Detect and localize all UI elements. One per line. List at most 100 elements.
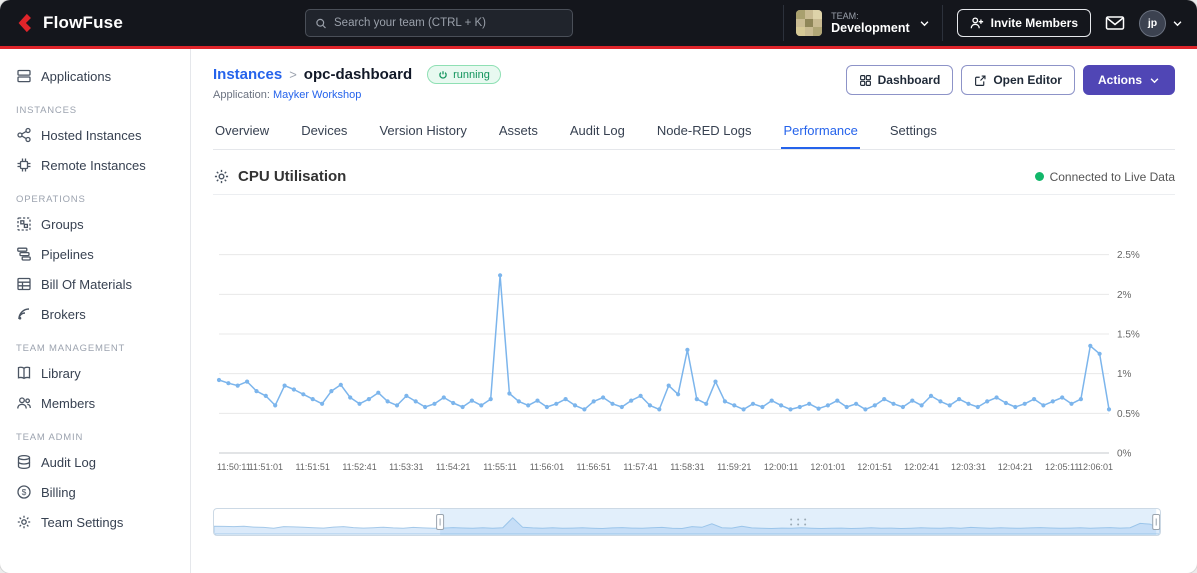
power-icon	[439, 70, 447, 79]
sidebar-item-bill-of-materials[interactable]: Bill Of Materials	[0, 269, 190, 299]
envelope-icon	[1105, 16, 1125, 30]
invite-members-button[interactable]: Invite Members	[956, 9, 1091, 37]
svg-text:$: $	[22, 487, 27, 497]
actions-button[interactable]: Actions	[1082, 65, 1175, 95]
cpu-chart-area: 0% 0.5% 1% 1.5% 2% 2.5% 11:50:11 11:51:01 11:51:…	[213, 201, 1175, 536]
svg-text:12:01:01: 12:01:01	[810, 462, 845, 472]
sidebar-section-team-admin: TEAM ADMIN	[16, 432, 84, 443]
bill-of-materials-icon	[17, 277, 31, 291]
tab-version-history[interactable]: Version History	[379, 123, 467, 138]
sidebar-item-members[interactable]: Members	[0, 388, 190, 418]
team-selector[interactable]: TEAM: Development	[783, 5, 943, 41]
sidebar-item-applications[interactable]: Applications	[0, 61, 190, 91]
svg-text:0%: 0%	[1117, 449, 1132, 460]
dashboard-icon	[859, 74, 871, 86]
gear-icon	[17, 515, 31, 529]
sidebar-item-label: Library	[41, 365, 81, 381]
svg-text:12:06:01: 12:06:01	[1078, 462, 1113, 472]
svg-text:11:52:41: 11:52:41	[342, 462, 376, 472]
svg-text:12:00:11: 12:00:11	[764, 462, 798, 472]
chart-header: CPU Utilisation Connected to Live Data	[213, 168, 1175, 195]
tab-devices[interactable]: Devices	[301, 123, 348, 138]
live-status-label: Connected to Live Data	[1049, 169, 1175, 184]
main-content: Instances > opc-dashboard running Applic…	[191, 49, 1197, 573]
svg-text:1.5%: 1.5%	[1117, 330, 1140, 341]
svg-text:11:56:01: 11:56:01	[530, 462, 564, 472]
svg-text:11:51:51: 11:51:51	[295, 462, 329, 472]
svg-text:2.5%: 2.5%	[1117, 250, 1140, 261]
tab-performance[interactable]: Performance	[781, 117, 860, 149]
library-icon	[17, 366, 31, 380]
sidebar: Applications INSTANCES Hosted Instances …	[0, 49, 191, 573]
user-menu[interactable]: jp	[1139, 9, 1183, 37]
page-title: opc-dashboard	[303, 66, 413, 83]
user-avatar: jp	[1139, 9, 1166, 37]
svg-text:11:51:01: 11:51:01	[249, 462, 283, 472]
brand-accent-line	[0, 46, 1197, 49]
open-editor-button[interactable]: Open Editor	[961, 65, 1075, 95]
sidebar-section-operations: OPERATIONS	[16, 194, 86, 205]
sidebar-item-team-settings[interactable]: Team Settings	[0, 507, 190, 537]
chart-title: CPU Utilisation	[238, 168, 347, 185]
svg-text:0.5%: 0.5%	[1117, 409, 1140, 420]
status-badge-label: running	[453, 68, 490, 81]
team-avatar	[796, 10, 823, 36]
team-name: Development	[831, 20, 910, 35]
chart-navigator-canvas[interactable]	[214, 509, 1160, 535]
members-icon	[17, 397, 31, 409]
groups-icon	[17, 217, 31, 231]
topbar-right: TEAM: Development Invite Members jp	[783, 5, 1183, 41]
svg-text:2%: 2%	[1117, 290, 1132, 301]
sidebar-item-label: Groups	[41, 216, 84, 232]
sidebar-section-team-management: TEAM MANAGEMENT	[16, 343, 126, 354]
tab-overview[interactable]: Overview	[215, 123, 270, 138]
tab-assets[interactable]: Assets	[498, 123, 538, 138]
application-link[interactable]: Mayker Workshop	[272, 89, 362, 101]
search-input[interactable]	[334, 17, 563, 29]
sidebar-item-groups[interactable]: Groups	[0, 209, 190, 239]
tab-node-red-logs[interactable]: Node-RED Logs	[656, 123, 752, 138]
svg-text:11:59:21: 11:59:21	[717, 462, 751, 472]
svg-text:11:50:11: 11:50:11	[217, 462, 251, 472]
breadcrumb: Instances > opc-dashboard running	[213, 65, 501, 84]
messages-button[interactable]	[1105, 15, 1125, 31]
sidebar-item-label: Pipelines	[41, 246, 94, 262]
svg-text:12:03:31: 12:03:31	[951, 462, 986, 472]
applications-icon	[17, 69, 31, 83]
sidebar-item-label: Bill Of Materials	[41, 276, 133, 292]
tab-settings[interactable]: Settings	[889, 123, 937, 138]
sidebar-item-billing[interactable]: $ Billing	[0, 477, 190, 507]
user-plus-icon	[970, 17, 983, 29]
sidebar-item-pipelines[interactable]: Pipelines	[0, 239, 190, 269]
search-box[interactable]	[305, 9, 573, 37]
svg-text:11:57:41: 11:57:41	[623, 462, 657, 472]
tab-audit-log[interactable]: Audit Log	[569, 123, 625, 138]
sidebar-item-audit-log[interactable]: Audit Log	[0, 447, 190, 477]
status-badge: running	[427, 65, 501, 84]
brokers-icon	[18, 308, 30, 320]
sidebar-item-brokers[interactable]: Brokers	[0, 299, 190, 329]
live-status-dot-icon	[1034, 172, 1044, 181]
sidebar-item-label: Remote Instances	[41, 157, 146, 173]
instance-tabs: Overview Devices Version History Assets …	[213, 117, 1175, 150]
hosted-instances-icon	[17, 127, 31, 143]
svg-text:11:53:31: 11:53:31	[389, 462, 423, 472]
sidebar-item-label: Members	[41, 395, 96, 411]
svg-text:12:02:41: 12:02:41	[904, 462, 939, 472]
open-editor-button-label: Open Editor	[993, 73, 1062, 87]
sidebar-section-instances: INSTANCES	[16, 105, 77, 116]
sidebar-item-remote-instances[interactable]: Remote Instances	[0, 150, 190, 180]
dashboard-button[interactable]: Dashboard	[845, 65, 954, 95]
sidebar-item-library[interactable]: Library	[0, 358, 190, 388]
svg-text:12:04:21: 12:04:21	[998, 462, 1033, 472]
breadcrumb-instances-link[interactable]: Instances	[213, 66, 283, 83]
chart-navigator[interactable]	[213, 508, 1161, 536]
flowfuse-logo[interactable]: FlowFuse	[14, 12, 123, 34]
dashboard-button-label: Dashboard	[877, 73, 941, 87]
remote-instances-icon	[17, 158, 31, 172]
sidebar-item-label: Audit Log	[41, 454, 96, 470]
team-chevron-down-icon	[920, 20, 929, 26]
gear-icon	[214, 169, 229, 184]
sidebar-item-label: Hosted Instances	[41, 127, 142, 143]
sidebar-item-hosted-instances[interactable]: Hosted Instances	[0, 120, 190, 150]
